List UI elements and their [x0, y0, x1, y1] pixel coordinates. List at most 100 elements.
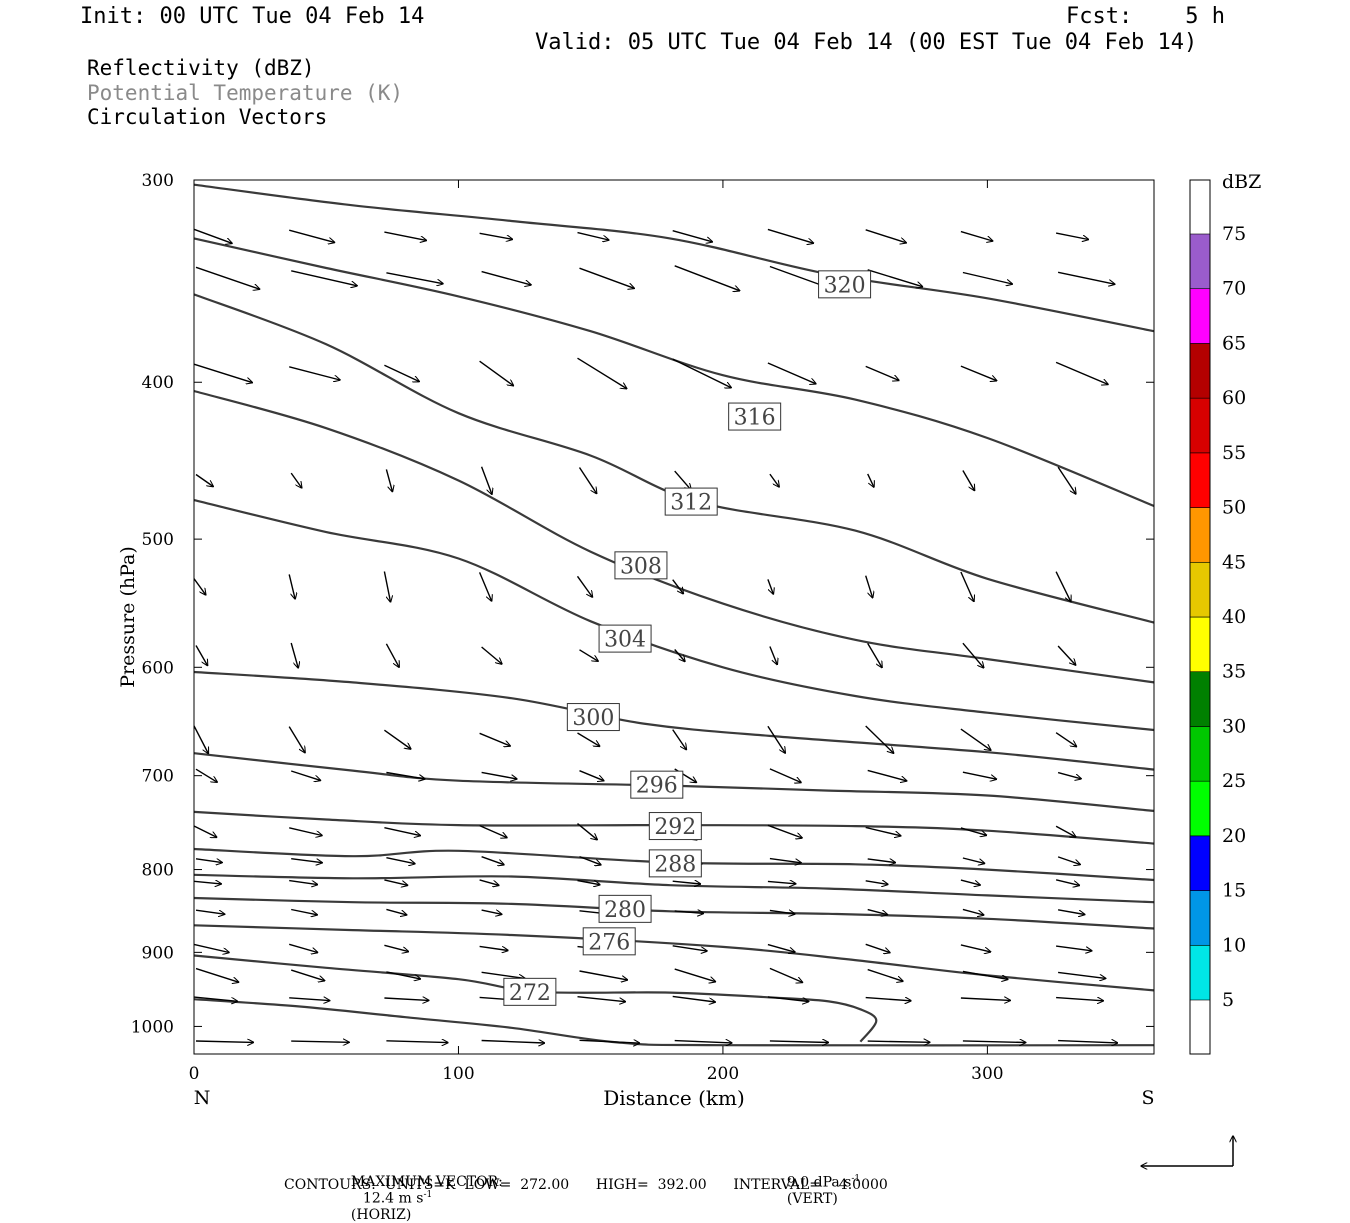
- forecast-hour: Fcst: 5 h: [1066, 4, 1225, 29]
- circulation-vector: [288, 726, 305, 753]
- contour-label-292: 292: [654, 815, 696, 840]
- circulation-vector: [1055, 571, 1071, 602]
- circulation-vector: [289, 998, 330, 1001]
- circulation-vector: [579, 1040, 640, 1043]
- contour-label-312: 312: [670, 491, 712, 516]
- circulation-vector: [479, 879, 499, 885]
- circulation-vector: [867, 473, 874, 487]
- circulation-vector: [672, 881, 701, 884]
- contour-label-box: [598, 624, 652, 653]
- y-tick-label-400: 400: [142, 373, 174, 393]
- circulation-vector: [1057, 645, 1076, 665]
- colorbar-tick-65: 65: [1222, 332, 1246, 354]
- circulation-vector: [672, 358, 732, 388]
- circulation-vector: [579, 649, 599, 661]
- x-axis-label: Distance (km): [603, 1086, 745, 1110]
- circulation-vector: [865, 881, 888, 885]
- circulation-vector: [290, 472, 302, 488]
- y-tick-label-1000: 1000: [131, 1017, 174, 1037]
- colorbar-swatch: [1189, 507, 1211, 563]
- theta-contour-276: [193, 924, 1155, 992]
- contour-labels: 320 316 312 308 304 300 296 292 288 280 276 272: [503, 270, 872, 1006]
- circulation-vector: [962, 642, 984, 668]
- colorbar-tick-30: 30: [1222, 715, 1246, 737]
- colorbar-swatch: [1189, 288, 1211, 344]
- colorbar-swatch: [1189, 890, 1211, 946]
- reference-vector-icon: [1141, 1136, 1233, 1166]
- circulation-vector: [577, 732, 600, 746]
- circulation-vector: [960, 728, 991, 750]
- circulation-vector: [672, 579, 684, 594]
- circulation-vector: [962, 908, 984, 915]
- circulation-vector: [865, 575, 873, 598]
- theta-contour-304: [193, 499, 1155, 732]
- circulation-vector: [767, 579, 773, 594]
- circulation-vector: [384, 944, 408, 951]
- circulation-vector: [960, 998, 1010, 1000]
- circulation-vector: [386, 771, 425, 779]
- circulation-vector: [1057, 771, 1081, 779]
- field-reflectivity: Reflectivity (dBZ): [87, 56, 315, 80]
- circulation-vector: [579, 855, 601, 865]
- circulation-vector: [577, 823, 598, 840]
- circulation-vector: [481, 856, 504, 865]
- circulation-vector: [383, 729, 410, 749]
- circulation-vector: [481, 971, 525, 978]
- circulation-vector: [384, 827, 420, 836]
- circulation-vector: [865, 229, 907, 243]
- circulation-vector: [1055, 825, 1076, 837]
- circulation-vector: [867, 858, 896, 863]
- circulation-vector: [386, 971, 420, 979]
- circulation-vector: [962, 470, 975, 491]
- colorbar-tick-5: 5: [1222, 989, 1234, 1011]
- vertical-unit-exponent: -1: [851, 1174, 861, 1184]
- circulation-vector: [962, 271, 1012, 285]
- circulation-vector: [193, 363, 252, 382]
- circulation-vector: [290, 770, 320, 780]
- circulation-vector: [1057, 856, 1080, 865]
- circulation-vector: [193, 228, 232, 243]
- contour-label-300: 300: [572, 706, 614, 731]
- circulation-vectors: [193, 228, 1118, 1043]
- circulation-vector: [195, 967, 239, 983]
- colorbar-swatch: [1189, 452, 1211, 508]
- theta-contour-308: [193, 389, 1155, 684]
- circulation-vector: [385, 469, 392, 491]
- circulation-vector: [195, 266, 260, 289]
- x-axis: 0 100 200 300: [189, 180, 1004, 1084]
- circulation-vector: [962, 857, 985, 863]
- y-tick-label-300: 300: [142, 171, 174, 191]
- colorbar-tick-70: 70: [1222, 278, 1246, 300]
- circulation-vector: [674, 911, 704, 914]
- circulation-vector: [193, 996, 237, 1001]
- circulation-vector: [195, 473, 213, 487]
- plot-frame: [193, 179, 1155, 1055]
- circulation-vector: [867, 968, 903, 982]
- colorbar-swatch: [1189, 233, 1211, 290]
- circulation-vector: [291, 858, 322, 863]
- circulation-vector: [579, 267, 635, 288]
- circulation-vector: [1057, 466, 1076, 494]
- circulation-vector: [291, 270, 357, 286]
- circulation-vector: [867, 769, 907, 781]
- contour-label-box: [728, 402, 782, 431]
- circulation-vector: [865, 826, 901, 836]
- circulation-vector: [674, 968, 716, 982]
- circulation-vector: [479, 824, 507, 838]
- circulation-vector: [478, 572, 492, 601]
- circulation-vector: [960, 827, 987, 835]
- circulation-vector: [960, 571, 974, 601]
- colorbar-swatch: [1189, 561, 1211, 618]
- colorbar-tick-10: 10: [1222, 934, 1246, 956]
- circulation-vector: [479, 232, 513, 239]
- circulation-vector: [193, 943, 229, 952]
- circulation-vector: [672, 230, 713, 242]
- circulation-vector: [960, 365, 997, 381]
- circulation-vector: [865, 998, 911, 1001]
- circulation-vector: [674, 1041, 732, 1043]
- theta-contour-316: [193, 237, 1155, 508]
- dbz-colorbar: 5 10 15 20 25 30 35 40 45 50 55 60 65 70 75: [1189, 179, 1246, 1055]
- contour-label-box: [818, 270, 872, 299]
- circulation-vector: [481, 270, 531, 285]
- circulation-vector: [291, 908, 317, 915]
